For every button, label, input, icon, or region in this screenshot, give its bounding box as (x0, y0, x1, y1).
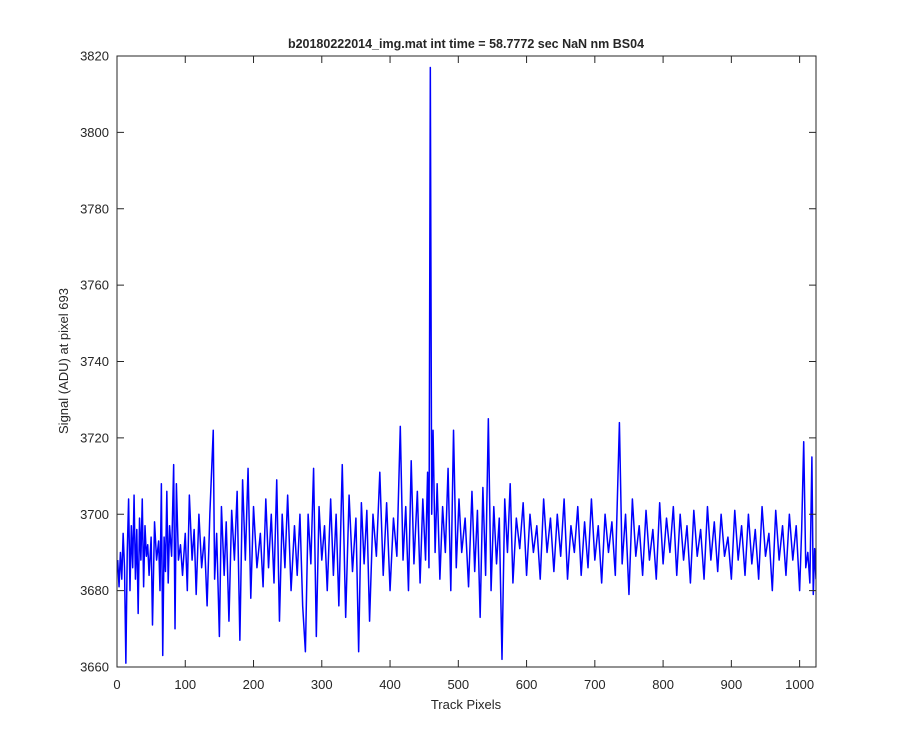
y-tick-label: 3700 (80, 507, 109, 522)
x-tick-label: 1000 (785, 677, 814, 692)
x-tick-label: 600 (516, 677, 538, 692)
y-axis-label: Signal (ADU) at pixel 693 (56, 288, 71, 434)
y-tick-label: 3660 (80, 660, 109, 675)
x-tick-label: 400 (379, 677, 401, 692)
y-tick-label: 3800 (80, 125, 109, 140)
axes-layer: 0 100 200 300 400 500 600 700 800 900 1000 3660 3680… (80, 49, 817, 692)
x-tick-label: 700 (584, 677, 606, 692)
x-tick-label: 0 (113, 677, 120, 692)
x-tick-label: 300 (311, 677, 333, 692)
series-line-1 (117, 66, 816, 664)
chart-title: b20180222014_img.mat int time = 58.7772 … (288, 37, 644, 51)
x-axis-label: Track Pixels (431, 697, 502, 712)
y-tick-label: 3740 (80, 354, 109, 369)
y-tick-label: 3780 (80, 201, 109, 216)
x-tick-label: 100 (174, 677, 196, 692)
y-tick-label: 3760 (80, 278, 109, 293)
x-tick-label: 800 (652, 677, 674, 692)
y-tick-label: 3680 (80, 583, 109, 598)
series-layer (117, 66, 816, 664)
x-tick-label: 200 (243, 677, 265, 692)
plot-frame (116, 55, 817, 668)
x-tick-label: 900 (721, 677, 743, 692)
y-tick-label: 3720 (80, 430, 109, 445)
x-tick-label: 500 (447, 677, 469, 692)
y-tick-label: 3820 (80, 49, 109, 64)
